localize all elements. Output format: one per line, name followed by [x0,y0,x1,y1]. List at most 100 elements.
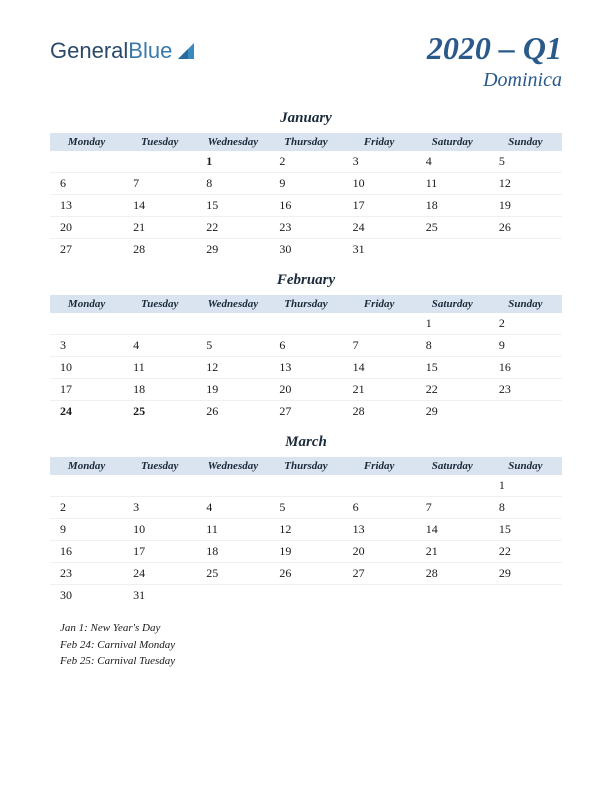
calendar-row: 2728293031 [50,239,562,261]
calendar-row: 3031 [50,585,562,607]
calendar-cell: 27 [343,563,416,585]
calendar-row: 9101112131415 [50,519,562,541]
calendar-cell: 4 [416,151,489,173]
calendar-cell: 15 [196,195,269,217]
calendar-cell: 29 [196,239,269,261]
calendar-cell: 31 [343,239,416,261]
month-name: March [50,434,562,451]
calendar-cell: 5 [489,151,562,173]
month-name: February [50,272,562,289]
calendar-cell: 6 [269,335,342,357]
calendar-cell: 24 [123,563,196,585]
calendar-cell: 3 [50,335,123,357]
calendar-cell: 20 [343,541,416,563]
calendar-cell: 5 [196,335,269,357]
calendar-cell [50,151,123,173]
calendar-cell [269,585,342,607]
day-header: Tuesday [123,457,196,475]
calendar-row: 12345 [50,151,562,173]
holiday-note: Feb 25: Carnival Tuesday [60,653,562,670]
calendar-cell: 20 [269,379,342,401]
calendar-cell: 14 [416,519,489,541]
calendar-cell: 12 [269,519,342,541]
holiday-note: Jan 1: New Year's Day [60,620,562,637]
logo-text-blue: Blue [128,38,172,64]
calendar-row: 17181920212223 [50,379,562,401]
calendar-row: 23242526272829 [50,563,562,585]
calendar-cell: 16 [269,195,342,217]
calendar-cell [123,475,196,497]
calendar-cell [269,475,342,497]
day-header: Monday [50,295,123,313]
calendar-cell: 28 [416,563,489,585]
calendar-cell: 1 [196,151,269,173]
calendar-cell: 10 [50,357,123,379]
calendar-cell [50,313,123,335]
calendar-cell: 8 [196,173,269,195]
calendar-cell: 8 [489,497,562,519]
calendar-row: 20212223242526 [50,217,562,239]
logo: GeneralBlue [50,30,198,64]
calendar-cell: 30 [50,585,123,607]
day-header: Wednesday [196,457,269,475]
calendar-cell: 12 [489,173,562,195]
calendar-cell: 12 [196,357,269,379]
calendar-cell: 28 [343,401,416,423]
calendar-cell: 13 [50,195,123,217]
subtitle: Dominica [427,69,562,92]
calendar-cell [196,313,269,335]
calendar-cell: 14 [343,357,416,379]
calendar-cell: 14 [123,195,196,217]
calendar-cell: 1 [489,475,562,497]
calendar-cell: 26 [269,563,342,585]
calendar-cell: 6 [50,173,123,195]
logo-sail-icon [176,41,198,61]
month-block: JanuaryMondayTuesdayWednesdayThursdayFri… [50,110,562,260]
calendar-cell: 27 [269,401,342,423]
calendar-cell [343,585,416,607]
calendar-cell: 2 [269,151,342,173]
calendar-cell: 21 [343,379,416,401]
calendar-cell [196,585,269,607]
calendar-row: 12 [50,313,562,335]
calendar-cell: 23 [489,379,562,401]
calendar-cell: 27 [50,239,123,261]
day-header: Saturday [416,457,489,475]
calendar-cell: 25 [196,563,269,585]
calendar-cell [123,151,196,173]
calendar-cell: 7 [416,497,489,519]
calendar-cell: 7 [343,335,416,357]
day-header: Tuesday [123,295,196,313]
calendar-cell: 9 [50,519,123,541]
calendar-cell: 6 [343,497,416,519]
calendar-cell: 22 [416,379,489,401]
calendar-cell: 29 [416,401,489,423]
calendar-cell: 17 [50,379,123,401]
calendar-cell: 11 [196,519,269,541]
day-header: Thursday [269,295,342,313]
calendar-cell: 22 [196,217,269,239]
calendar-cell: 4 [196,497,269,519]
calendar-cell: 19 [196,379,269,401]
calendar-cell [50,475,123,497]
day-header: Sunday [489,457,562,475]
calendar-cell: 20 [50,217,123,239]
calendar-cell: 3 [343,151,416,173]
calendar-cell: 23 [269,217,342,239]
day-header: Monday [50,457,123,475]
calendar-cell: 25 [123,401,196,423]
calendar-cell: 10 [123,519,196,541]
calendar-cell: 4 [123,335,196,357]
calendar-cell [123,313,196,335]
day-header: Friday [343,295,416,313]
day-header: Thursday [269,133,342,151]
day-header: Monday [50,133,123,151]
calendar-cell: 18 [416,195,489,217]
holiday-note: Feb 24: Carnival Monday [60,637,562,654]
calendar-cell: 2 [489,313,562,335]
calendar-cell: 16 [50,541,123,563]
calendar-cell [343,475,416,497]
day-header: Friday [343,457,416,475]
calendar-cell: 23 [50,563,123,585]
calendar-row: 3456789 [50,335,562,357]
